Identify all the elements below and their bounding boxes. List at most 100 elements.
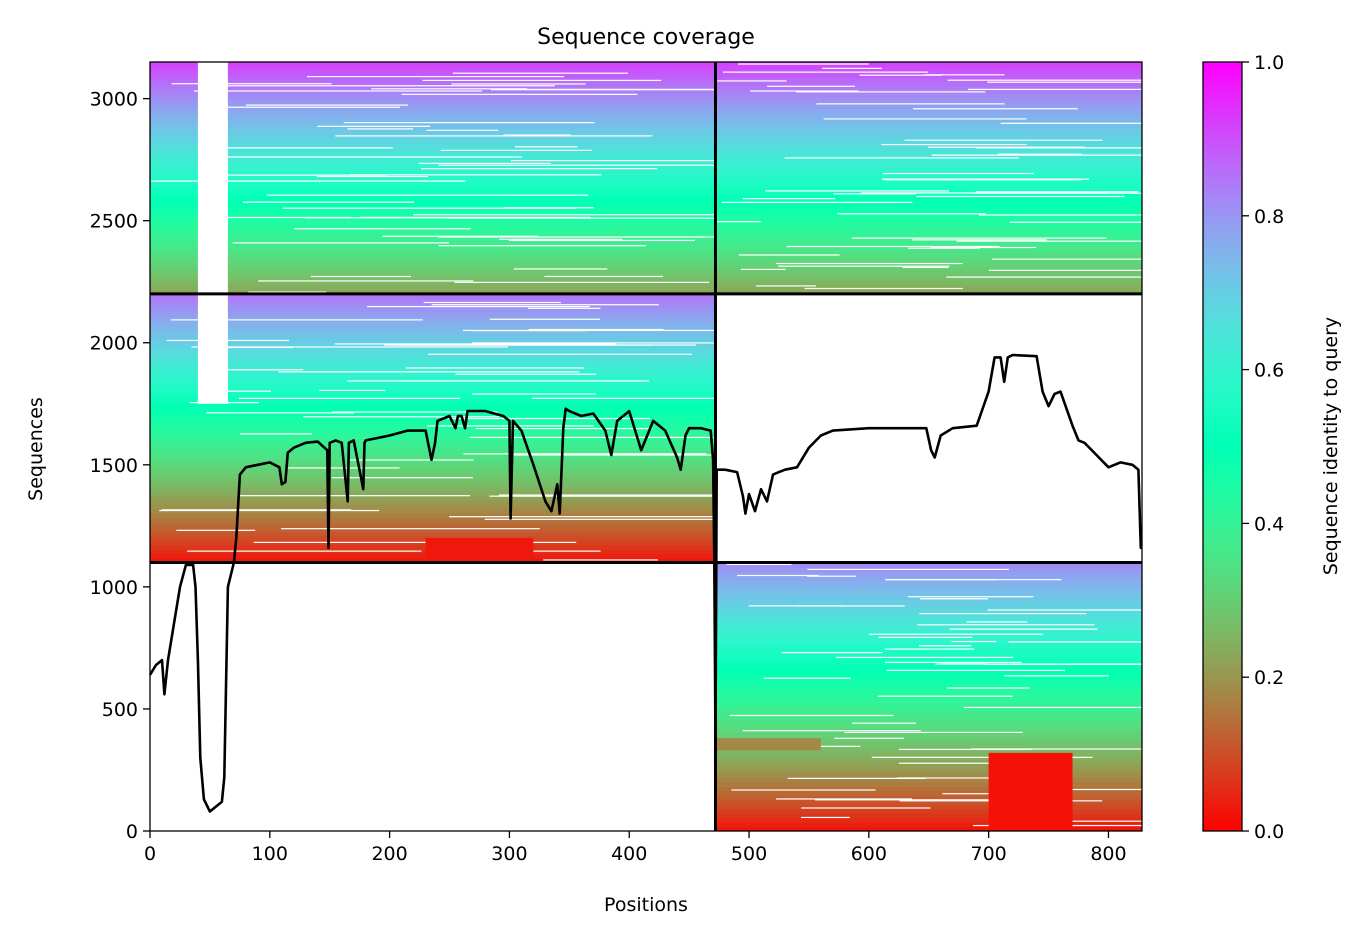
- heatmap-gap: [1009, 221, 1142, 223]
- heatmap-row: [715, 571, 1142, 577]
- heatmap-row: [715, 189, 1142, 195]
- colorbar-tick-label: 0.0: [1254, 821, 1284, 843]
- heatmap-row: [150, 396, 716, 402]
- heatmap-gap: [471, 342, 744, 344]
- heatmap-row: [715, 154, 1142, 160]
- heatmap-gap: [448, 516, 719, 518]
- heatmap-gap: [170, 319, 423, 321]
- heatmap-row: [150, 228, 716, 233]
- heatmap-gap: [763, 677, 851, 679]
- y-tick-label: 3000: [90, 89, 138, 111]
- heatmap-gap: [317, 125, 431, 127]
- heatmap-gap: [1000, 122, 1142, 124]
- heatmap-gap: [949, 628, 1098, 630]
- heatmap-row: [150, 477, 716, 483]
- heatmap-gap: [919, 645, 972, 647]
- heatmap-gap: [956, 240, 1142, 242]
- heatmap-gap: [527, 307, 601, 309]
- heatmap-row: [150, 143, 716, 148]
- heatmap-row: [715, 201, 1142, 206]
- heatmap-gap: [738, 254, 840, 256]
- heatmap-gap: [721, 201, 913, 203]
- heatmap-row: [150, 325, 716, 331]
- heatmap-gap: [797, 605, 905, 607]
- heatmap-row: [715, 282, 1142, 287]
- x-tick-label: 500: [731, 843, 767, 865]
- heatmap-gap: [334, 343, 617, 345]
- heatmap-row: [715, 723, 1142, 729]
- heatmap-row: [150, 486, 716, 492]
- heatmap-row: [715, 239, 1142, 245]
- heatmap-gap: [716, 220, 761, 223]
- heatmap-gap: [331, 411, 498, 413]
- heatmap-row: [150, 374, 716, 380]
- heatmap-gap: [454, 281, 710, 283]
- heatmap-gap: [447, 417, 651, 420]
- heatmap-gap: [159, 509, 380, 512]
- heatmap-gap: [490, 89, 829, 91]
- heatmap-gap: [199, 390, 271, 392]
- heatmap-gap: [420, 168, 658, 170]
- heatmap-gap: [232, 242, 449, 244]
- x-tick-label: 800: [1090, 843, 1126, 865]
- heatmap-gap: [737, 63, 869, 65]
- plot-frame: [149, 61, 1143, 832]
- heatmap-gap: [544, 275, 664, 278]
- heatmap-row: [715, 701, 1142, 707]
- heatmap-gap: [742, 198, 836, 200]
- heatmap-row: [715, 166, 1142, 171]
- heatmap-gap: [786, 245, 1000, 248]
- heatmap-row: [715, 270, 1142, 276]
- heatmap-row: [715, 123, 1142, 129]
- heatmap-gap: [804, 287, 963, 290]
- heatmap-gap: [532, 397, 807, 399]
- heatmap-gap: [726, 563, 792, 566]
- heatmap-row: [150, 495, 716, 501]
- heatmap-gap: [452, 72, 628, 74]
- heatmap-gap: [907, 596, 1034, 598]
- heatmap-gap: [904, 139, 1103, 141]
- heatmap-row: [150, 96, 716, 102]
- heatmap-gap: [211, 369, 304, 371]
- heatmap-row: [715, 65, 1142, 71]
- heatmap-row: [150, 116, 716, 121]
- heatmap-gap: [807, 575, 856, 577]
- heatmap-gap: [248, 291, 327, 293]
- heatmap-row: [150, 239, 716, 245]
- heatmap-row: [150, 92, 716, 98]
- heatmap-gap: [418, 162, 551, 165]
- heatmap-gap: [511, 160, 825, 162]
- heatmap-gap: [913, 108, 1078, 110]
- heatmap-gap: [917, 624, 1095, 626]
- x-tick-label: 400: [611, 843, 647, 865]
- heatmap-gap: [176, 529, 256, 531]
- colorbar-tick-label: 0.8: [1254, 206, 1284, 228]
- heatmap-row: [715, 678, 1142, 684]
- heatmap-gap: [238, 495, 471, 497]
- heatmap-row: [715, 750, 1142, 756]
- heatmap-gap: [438, 245, 646, 247]
- heatmap-row: [715, 174, 1142, 179]
- heatmap-row: [150, 410, 716, 416]
- y-tick-label: 1000: [90, 577, 138, 599]
- heatmap-row: [715, 647, 1142, 653]
- heatmap-row: [715, 781, 1142, 787]
- heatmap-gap: [859, 74, 942, 76]
- heatmap-gap: [796, 91, 986, 93]
- heatmap-row: [715, 290, 1142, 295]
- y-tick-label: 0: [126, 821, 138, 843]
- heatmap-gap: [750, 90, 859, 92]
- heatmap-gap: [1009, 820, 1142, 822]
- heatmap-row: [150, 432, 716, 438]
- y-axis: 0 500 1000 1500 2000 2500 3000: [90, 89, 150, 843]
- heatmap-gap: [997, 153, 1082, 155]
- heatmap-row: [150, 370, 716, 376]
- coverage-line-layer: [148, 353, 1143, 813]
- heatmap-row: [150, 266, 716, 272]
- heatmap-block-middle-left: [150, 293, 807, 564]
- heatmap-row: [150, 290, 716, 295]
- heatmap-gap: [282, 207, 577, 209]
- y-axis-label: Sequences: [25, 397, 47, 501]
- heatmap-gap: [966, 621, 1028, 623]
- heatmap-row: [715, 763, 1142, 769]
